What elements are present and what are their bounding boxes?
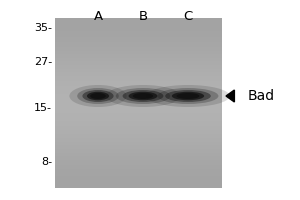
Ellipse shape [90, 93, 106, 99]
Ellipse shape [158, 88, 218, 104]
Text: A: A [93, 10, 103, 23]
Text: 15-: 15- [34, 103, 52, 113]
Ellipse shape [129, 92, 158, 100]
Ellipse shape [133, 93, 153, 99]
Ellipse shape [172, 92, 204, 100]
Ellipse shape [106, 85, 180, 107]
Text: Bad: Bad [248, 89, 275, 103]
Text: 8-: 8- [41, 157, 52, 167]
Ellipse shape [82, 90, 114, 102]
Polygon shape [226, 90, 234, 102]
Ellipse shape [123, 90, 164, 102]
Ellipse shape [165, 90, 211, 102]
Ellipse shape [87, 92, 109, 100]
Ellipse shape [146, 85, 230, 107]
Text: C: C [183, 10, 193, 23]
Text: B: B [138, 10, 148, 23]
Text: 35-: 35- [34, 23, 52, 33]
Ellipse shape [177, 93, 200, 99]
Ellipse shape [69, 85, 127, 107]
Ellipse shape [77, 88, 119, 104]
Text: 27-: 27- [34, 57, 52, 67]
Ellipse shape [116, 88, 170, 104]
